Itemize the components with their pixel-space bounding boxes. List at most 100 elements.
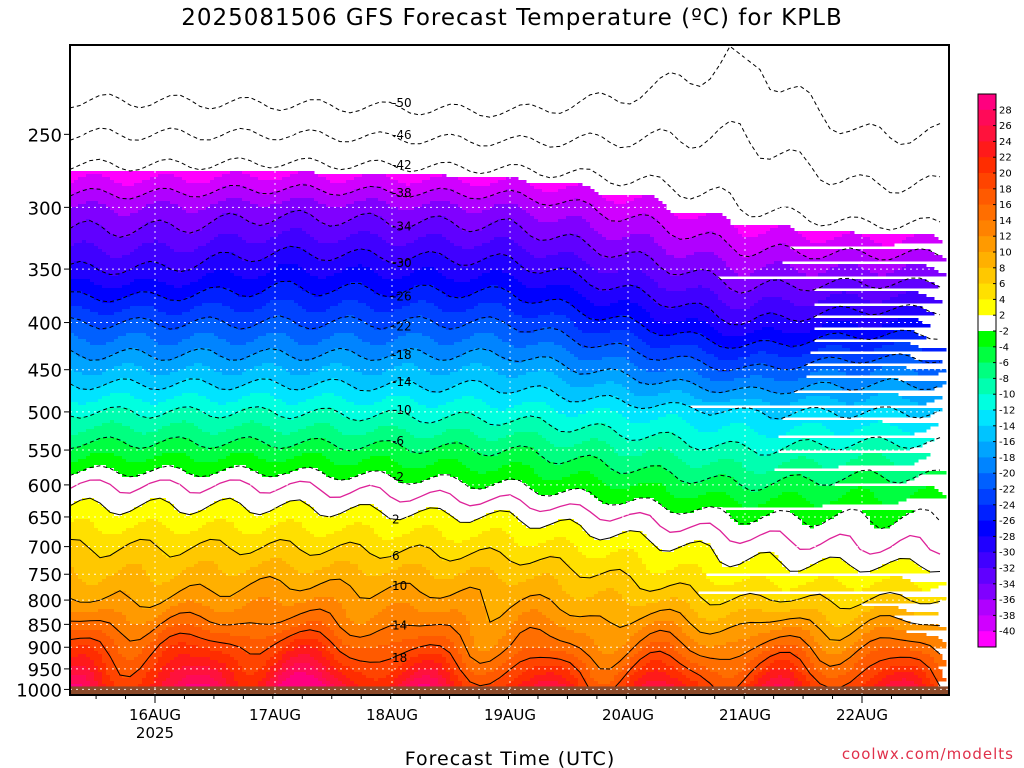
isotherm-line <box>70 575 941 641</box>
temperature-cell <box>430 390 443 394</box>
temperature-cell <box>366 186 383 190</box>
temperature-cell <box>762 387 803 391</box>
temperature-cell <box>290 657 315 661</box>
temperature-cell <box>598 573 631 577</box>
temperature-cell <box>218 459 267 463</box>
temperature-cell <box>602 213 643 217</box>
temperature-cell <box>462 642 475 646</box>
temperature-cell <box>810 372 847 376</box>
temperature-cell <box>658 285 699 289</box>
temperature-cell <box>554 390 631 394</box>
temperature-cell <box>842 234 863 238</box>
temperature-cell <box>566 660 583 664</box>
temperature-cell <box>154 456 191 460</box>
temperature-cell <box>778 243 787 247</box>
temperature-cell <box>822 684 847 688</box>
temperature-cell <box>110 621 131 625</box>
temperature-cell <box>802 684 811 688</box>
temperature-cell <box>594 318 607 322</box>
temperature-cell <box>174 576 263 580</box>
temperature-cell <box>458 225 487 229</box>
temperature-cell <box>118 627 155 631</box>
temperature-cell <box>222 444 271 448</box>
temperature-cell <box>882 324 931 328</box>
temperature-cell <box>174 465 235 469</box>
temperature-cell <box>390 456 543 460</box>
temperature-cell <box>78 354 111 358</box>
temperature-cell <box>90 219 159 223</box>
temperature-cell <box>526 345 563 349</box>
temperature-cell <box>98 681 103 685</box>
temperature-cell <box>578 669 591 673</box>
temperature-cell <box>874 663 927 667</box>
temperature-cell <box>750 522 803 526</box>
temperature-cell <box>70 624 115 628</box>
temperature-cell <box>562 330 583 334</box>
temperature-cell <box>586 597 623 601</box>
temperature-cell <box>714 342 751 346</box>
temperature-cell <box>690 381 819 385</box>
temperature-cell <box>406 348 419 352</box>
temperature-cell <box>354 669 395 673</box>
temperature-cell <box>854 336 879 340</box>
temperature-cell <box>74 384 103 388</box>
temperature-cell <box>650 234 671 238</box>
temperature-cell <box>262 531 311 535</box>
temperature-cell <box>818 300 871 304</box>
temperature-cell <box>398 675 411 679</box>
temperature-cell <box>70 492 539 496</box>
temperature-cell <box>590 438 599 442</box>
temperature-cell <box>738 522 751 526</box>
temperature-cell <box>606 381 615 385</box>
temperature-cell <box>306 231 359 235</box>
temperature-cell <box>262 474 279 478</box>
temperature-cell <box>102 225 143 229</box>
temperature-cell <box>438 528 491 532</box>
temperature-cell <box>650 276 719 280</box>
temperature-cell <box>702 597 735 601</box>
temperature-cell <box>778 354 803 358</box>
temperature-cell <box>822 423 871 427</box>
temperature-cell <box>582 675 591 679</box>
temperature-cell <box>162 654 179 658</box>
temperature-cell <box>618 270 643 274</box>
temperature-cell <box>242 423 263 427</box>
temperature-cell <box>614 675 627 679</box>
temperature-cell <box>618 681 627 685</box>
temperature-cell <box>502 480 523 484</box>
temperature-cell <box>490 387 527 391</box>
colorbar-swatch <box>978 615 996 632</box>
temperature-cell <box>278 348 335 352</box>
temperature-cell <box>826 675 839 679</box>
temperature-cell <box>382 660 407 664</box>
temperature-cell <box>174 285 183 289</box>
temperature-cell <box>782 561 819 565</box>
temperature-cell <box>582 294 651 298</box>
temperature-cell <box>254 324 299 328</box>
temperature-cell <box>74 261 87 265</box>
temperature-cell <box>370 231 527 235</box>
temperature-cell <box>310 273 335 277</box>
temperature-cell <box>538 219 559 223</box>
temperature-cell <box>198 528 239 532</box>
temperature-cell <box>150 579 171 583</box>
temperature-cell <box>258 438 311 442</box>
temperature-cell <box>342 642 391 646</box>
temperature-cell <box>854 630 871 634</box>
temperature-cell <box>538 315 567 319</box>
temperature-cell <box>378 414 411 418</box>
temperature-cell <box>490 405 515 409</box>
temperature-cell <box>782 462 819 466</box>
temperature-cell <box>838 513 867 517</box>
temperature-cell <box>202 303 223 307</box>
temperature-cell <box>766 363 807 367</box>
temperature-cell <box>890 441 927 445</box>
temperature-cell <box>434 525 527 529</box>
temperature-cell <box>94 282 131 286</box>
temperature-cell <box>70 444 83 448</box>
temperature-cell <box>738 441 795 445</box>
temperature-cell <box>70 282 95 286</box>
temperature-cell <box>494 333 567 337</box>
temperature-cell <box>254 366 283 370</box>
temperature-cell <box>758 678 771 682</box>
